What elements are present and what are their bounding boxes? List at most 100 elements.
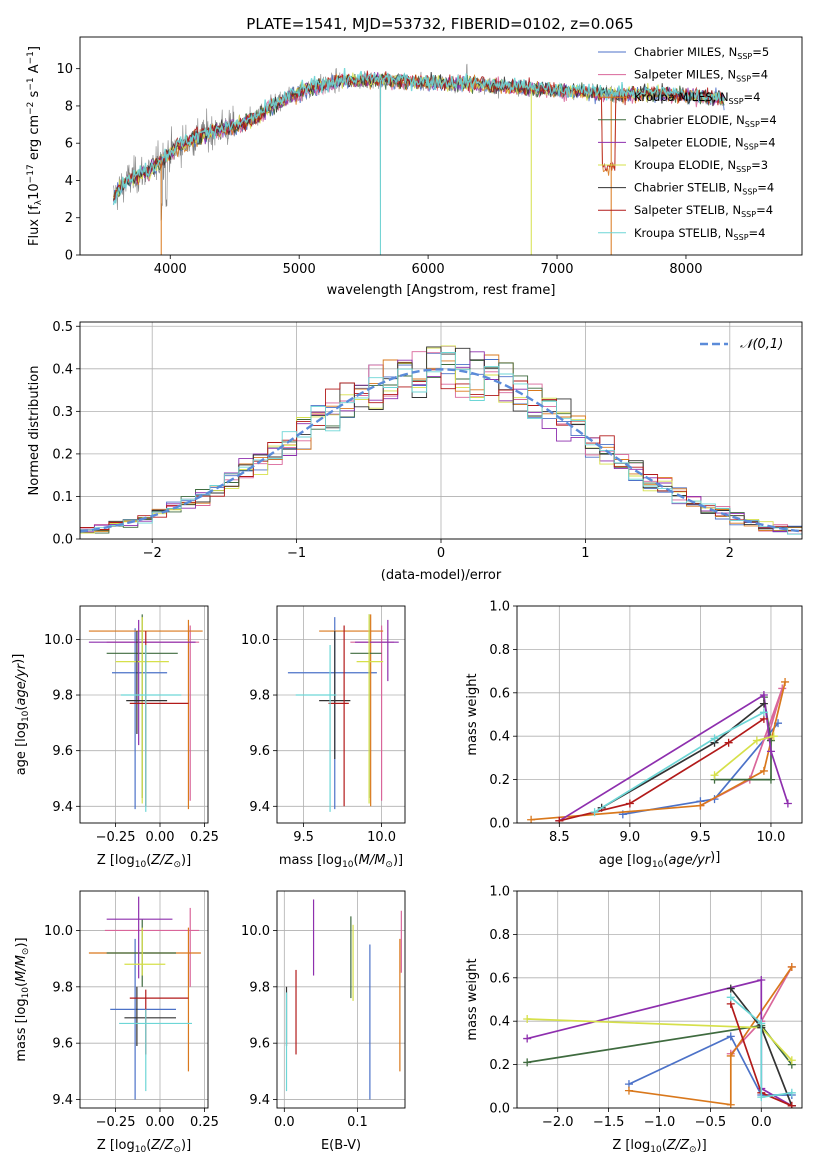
mass-weight-marker [781, 677, 790, 686]
mass-weight-marker [590, 808, 599, 817]
x-tick-label: 0.0 [274, 1115, 295, 1130]
mass-weight-marker [757, 1093, 766, 1102]
mass-weight-series-line [730, 996, 792, 1099]
y-tick-label: 9.4 [52, 1093, 73, 1108]
x-tick-label: 8.5 [549, 830, 570, 845]
y-tick-label: 0.4 [489, 1015, 510, 1030]
y-tick-label: 0 [65, 249, 73, 264]
y-tick-label: 0.8 [489, 928, 510, 943]
mass-weight-marker [724, 738, 733, 747]
y-axis-label: Flux [fλ10−17 erg cm−2 s−1 A−1] [26, 46, 44, 246]
y-tick-label: 0.3 [52, 405, 73, 420]
x-axis-label: Z [log10(Z/Z⊙)] [612, 1138, 706, 1155]
y-tick-label: 9.6 [52, 1037, 73, 1052]
y-axis-label: mass weight [465, 958, 480, 1040]
x-tick-label: 0.00 [146, 830, 175, 845]
y-tick-label: 0.0 [489, 817, 510, 832]
mass-weight-plot [527, 677, 792, 823]
legend-label: Salpeter ELODIE, NSSP=4 [634, 135, 776, 151]
histogram-series [80, 369, 802, 532]
y-tick-label: 9.6 [249, 744, 270, 759]
mass-weight-series-line [531, 681, 786, 821]
x-tick-label: 0.25 [190, 830, 219, 845]
x-tick-label: 9.5 [293, 830, 314, 845]
y-tick-label: 0.1 [52, 490, 73, 505]
model-spectrum-line [113, 72, 725, 202]
y-tick-label: 9.4 [52, 800, 73, 815]
mass-weight-marker [527, 815, 536, 823]
axes-frame [79, 321, 803, 540]
y-tick-label: 0.4 [489, 730, 510, 745]
x-tick-label: −2 [143, 546, 162, 561]
y-tick-label: 2 [65, 211, 73, 226]
mass-weight-marker [523, 1058, 532, 1067]
x-tick-label: 0 [437, 546, 445, 561]
x-axis-label: wavelength [Angstrom, rest frame] [327, 283, 556, 298]
mass-weight-marker [757, 1019, 766, 1028]
legend-label: Chabrier MILES, NSSP=5 [634, 45, 769, 61]
axes-frame [79, 36, 803, 256]
y-tick-label: 9.4 [249, 1093, 270, 1108]
x-tick-label: 9.5 [690, 830, 711, 845]
mass-weight-marker [555, 816, 564, 823]
y-tick-label: 0.5 [52, 320, 73, 335]
mass-weight-marker [710, 734, 719, 743]
x-tick-label: −0.25 [96, 1115, 136, 1130]
y-tick-label: 9.8 [249, 980, 270, 995]
legend-label: Salpeter MILES, NSSP=4 [634, 68, 768, 84]
y-axis-label: mass weight [465, 673, 480, 755]
x-tick-label: 8000 [669, 262, 702, 277]
mass-weight-marker [757, 975, 766, 984]
x-tick-label: 1 [581, 546, 589, 561]
y-tick-label: 1.0 [489, 600, 510, 615]
x-tick-label: −2.0 [542, 1115, 574, 1130]
y-tick-label: 9.4 [249, 800, 270, 815]
mass-weight-marker [787, 962, 796, 971]
legend-label: Chabrier STELIB, NSSP=4 [634, 181, 774, 197]
mass-weight-marker [787, 1101, 796, 1108]
mass-weight-series-line [622, 722, 779, 816]
legend-label: 𝒩(0,1) [740, 337, 783, 352]
mass-weight-marker [759, 708, 768, 717]
y-tick-label: 8 [65, 99, 73, 114]
x-axis-label: (data-model)/error [381, 568, 502, 583]
x-tick-label: 10.0 [367, 830, 396, 845]
mass-weight-marker [759, 766, 768, 775]
y-tick-label: 10.0 [241, 924, 270, 939]
errorbar-plot [88, 896, 201, 1100]
mass-weight-marker [726, 984, 735, 993]
x-tick-label: 0.00 [146, 1115, 175, 1130]
histogram-series [80, 352, 802, 535]
mass-weight-marker [769, 732, 778, 741]
mass-weight-marker [752, 736, 761, 745]
y-tick-label: 0.2 [52, 447, 73, 462]
x-axis-label: mass [log10(M/M⊙)] [279, 853, 403, 870]
mass-weight-marker [766, 775, 775, 784]
histogram-plot [80, 345, 802, 535]
x-axis-label: Z [log10(Z/Z⊙)] [97, 1138, 191, 1155]
mass-weight-marker [624, 1086, 633, 1095]
x-tick-label: 4000 [154, 262, 187, 277]
axes-frame [516, 605, 803, 824]
legend-label: Kroupa ELODIE, NSSP=3 [634, 158, 768, 174]
x-tick-label: 9.0 [620, 830, 641, 845]
y-tick-label: 10.0 [241, 633, 270, 648]
x-tick-label: 5000 [283, 262, 316, 277]
mass-weight-marker [523, 1034, 532, 1043]
mass-weight-marker [766, 747, 775, 756]
y-tick-label: 9.6 [249, 1037, 270, 1052]
legend-label: Chabrier ELODIE, NSSP=4 [634, 113, 777, 129]
y-tick-label: 0.4 [52, 362, 73, 377]
mass-weight-marker [726, 1100, 735, 1108]
errorbar-plot [285, 899, 402, 1100]
mass-weight-marker [726, 1051, 735, 1060]
mass-weight-marker [787, 1056, 796, 1065]
gaussian-curve [80, 368, 802, 533]
mass-weight-marker [726, 993, 735, 1002]
legend-label: Kroupa STELIB, NSSP=4 [634, 226, 765, 242]
mass-weight-marker [696, 801, 705, 810]
y-tick-label: 0.6 [489, 971, 510, 986]
x-tick-label: 0.1 [347, 1115, 368, 1130]
mass-weight-plot [523, 962, 796, 1108]
